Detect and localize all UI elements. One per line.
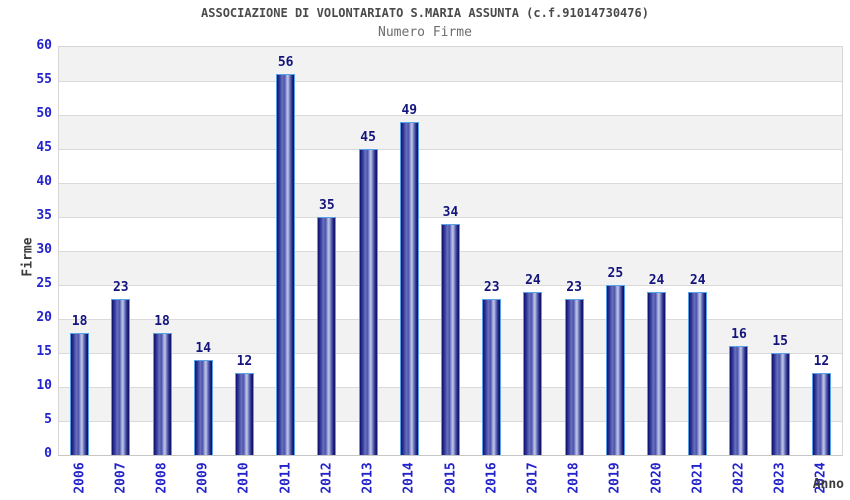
bar-value-label: 15: [772, 334, 788, 349]
bar-value-label: 12: [813, 354, 830, 369]
y-tick-label: 30: [36, 242, 52, 257]
bar-value-label: 24: [648, 273, 665, 288]
chart-subtitle: Numero Firme: [378, 25, 472, 40]
bar: [70, 333, 90, 455]
x-tick-label: 2010: [236, 462, 252, 494]
bar-value-label: 23: [112, 280, 129, 295]
y-tick-label: 40: [36, 174, 52, 189]
chart-title: ASSOCIAZIONE DI VOLONTARIATO S.MARIA ASS…: [201, 6, 649, 20]
bar: [358, 149, 378, 455]
gridline: [59, 183, 842, 184]
bar: [193, 360, 213, 455]
x-tick-label: 2020: [649, 462, 665, 494]
bar: [523, 292, 543, 455]
bar: [770, 353, 790, 455]
bar: [688, 292, 708, 455]
x-tick-label: 2018: [566, 462, 582, 494]
bar: [234, 373, 254, 455]
bar-value-label: 49: [401, 103, 418, 118]
x-tick-label: 2023: [772, 462, 788, 494]
bar: [152, 333, 172, 455]
y-tick-label: 5: [44, 412, 52, 427]
x-tick-label: 2015: [443, 462, 458, 494]
x-tick-label: 2006: [72, 462, 88, 494]
x-axis-label: Anno: [812, 477, 844, 492]
bar: [111, 299, 131, 455]
x-tick-label: 2019: [607, 462, 623, 494]
bar-value-label: 56: [277, 55, 294, 70]
x-tick-label: 2017: [525, 462, 541, 494]
x-tick-label: 2021: [690, 462, 706, 494]
x-tick-label: 2008: [154, 462, 170, 494]
gridline: [59, 81, 842, 82]
gridline: [59, 115, 842, 116]
x-tick-label: 2013: [360, 462, 376, 494]
plot-area: 18 2006 23 2007 18 2008 14 2009 12 2010 56 2011 35 20…: [58, 46, 843, 494]
bar: [399, 122, 419, 455]
bar-value-label: 16: [731, 327, 747, 342]
bar: [605, 285, 625, 455]
x-tick-label: 2016: [484, 462, 500, 494]
bar-value-label: 24: [525, 273, 541, 288]
gridline: [59, 217, 842, 218]
bar: [276, 74, 296, 455]
x-tick-label: 2012: [319, 462, 335, 494]
y-tick-label: 15: [36, 344, 52, 359]
bar: [482, 299, 502, 455]
x-tick-label: 2014: [401, 462, 417, 494]
y-tick-label: 35: [36, 208, 52, 223]
bar-value-label: 23: [483, 280, 500, 295]
bar-value-label: 35: [319, 198, 335, 213]
bar-value-label: 45: [360, 130, 376, 145]
y-tick-label: 20: [36, 310, 52, 325]
bar: [564, 299, 584, 455]
y-tick-label: 10: [36, 378, 52, 393]
y-tick-label: 55: [36, 72, 52, 87]
bar: [441, 224, 460, 455]
x-tick-label: 2022: [731, 462, 747, 494]
y-tick-label: 0: [44, 446, 52, 461]
bar-value-label: 18: [154, 314, 170, 329]
bar-value-label: 24: [689, 273, 706, 288]
bar-value-label: 12: [236, 354, 253, 369]
bar-value-label: 23: [566, 280, 582, 295]
y-tick-label: 45: [36, 140, 52, 155]
x-tick-label: 2009: [195, 462, 211, 494]
bar-value-label: 34: [442, 205, 459, 220]
bar-value-label: 14: [195, 341, 212, 356]
y-tick-label: 60: [36, 38, 52, 53]
x-tick-label: 2011: [278, 462, 294, 494]
bar: [647, 292, 667, 455]
bar: [729, 346, 749, 455]
bar: [811, 373, 831, 455]
gridline: [59, 149, 842, 150]
y-tick-label: 50: [36, 106, 52, 121]
bar-value-label: 18: [71, 314, 88, 329]
bar: [317, 217, 337, 455]
y-tick-label: 25: [36, 276, 52, 291]
bar-value-label: 25: [607, 266, 624, 281]
x-tick-label: 2007: [113, 462, 129, 494]
